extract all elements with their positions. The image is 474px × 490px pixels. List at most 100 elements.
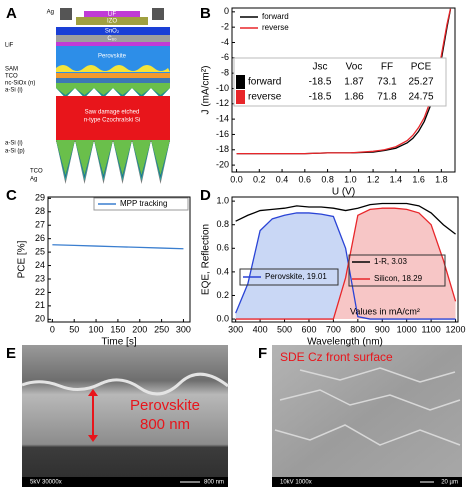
x-tick-label: 1.0 (344, 174, 357, 184)
sam-layer (56, 65, 170, 72)
sem-footer-text: 10kV 1000x (280, 480, 312, 486)
layer-label: nc-SiOx (n) (5, 81, 35, 87)
y-axis-label: PCE [%] (17, 240, 28, 278)
layer-label: a-Si (i) (5, 141, 23, 147)
y-tick-label: 0.4 (216, 266, 229, 276)
x-tick-label: 250 (154, 324, 169, 334)
y-tick-label: 29 (35, 193, 45, 203)
x-tick-label: 0.4 (276, 174, 289, 184)
y-tick-label: 28 (35, 206, 45, 216)
legend-label: Silicon, 18.29 (374, 274, 423, 283)
bulk (56, 96, 170, 142)
x-tick-label: 1000 (397, 324, 417, 334)
layer (56, 35, 170, 42)
panel-label: A (6, 5, 17, 22)
table-swatch (236, 90, 245, 104)
x-tick-label: 150 (110, 324, 125, 334)
legend-label: forward (262, 12, 289, 21)
area-fill (235, 208, 456, 320)
bulk-label: n-type Czochralski Si (84, 118, 140, 124)
y-tick-label: -2 (221, 22, 229, 32)
table-cell: 1.86 (344, 92, 364, 103)
table-header: Voc (346, 62, 363, 73)
layer-label: C₆₀ (107, 36, 117, 42)
x-axis-label: Time [s] (101, 337, 136, 348)
layer (56, 83, 170, 88)
contact (60, 8, 72, 20)
legend-box (93, 197, 189, 211)
y-tick-label: 21 (35, 300, 45, 310)
layer-label: Ag (30, 177, 37, 183)
x-tick-label: 1.8 (435, 174, 448, 184)
sem-annotation: Perovskite (130, 397, 200, 414)
surface-edge (21, 372, 229, 396)
scale-bar-label: 800 nm (204, 480, 224, 486)
layer (56, 73, 170, 78)
x-tick-label: 300 (228, 324, 243, 334)
panel-label: B (200, 5, 211, 22)
table-cell: -18.5 (309, 77, 332, 88)
layer (76, 17, 148, 25)
x-tick-label: 0 (50, 324, 55, 334)
y-tick-label: 0 (224, 6, 229, 16)
x-tick-label: 800 (350, 324, 365, 334)
legend-label: Perovskite, 19.01 (265, 272, 327, 281)
sem-photo (272, 345, 462, 487)
legend-box (348, 254, 446, 287)
y-tick-label: 0.8 (216, 219, 229, 229)
sem-footer-text: 5kV 30000x (30, 480, 62, 486)
x-tick-label: 1.4 (390, 174, 403, 184)
legend-label: MPP tracking (120, 199, 167, 208)
sem-annotation: SDE Cz front surface (280, 350, 393, 364)
panel-label: C (6, 187, 17, 204)
y-tick-label: 24 (35, 260, 45, 270)
texture (274, 367, 461, 446)
table-row-label: forward (248, 77, 281, 88)
y-tick-label: -12 (216, 98, 229, 108)
table-cell: 25.27 (408, 77, 433, 88)
layer-label: Perovskite (98, 54, 127, 60)
bulk-label: Saw damage etched (85, 110, 140, 116)
y-tick-label: -16 (216, 129, 229, 139)
sem-annotation: 800 nm (140, 416, 190, 433)
layer-label: a-Si (p) (5, 149, 25, 155)
plot-frame (231, 196, 459, 323)
texture-layer (56, 88, 170, 95)
table-cell: -18.5 (309, 92, 332, 103)
sem-image-f: SDE Cz front surface 10kV 1000x 20 µm (272, 345, 462, 487)
layer-label: TCO (30, 169, 43, 175)
y-tick-label: 26 (35, 233, 45, 243)
panel-label: F (258, 345, 267, 362)
y-tick-label: -20 (216, 159, 229, 169)
x-tick-label: 200 (132, 324, 147, 334)
annotation: Values in mA/cm² (350, 306, 420, 316)
panel-label: D (200, 187, 211, 204)
layer (84, 11, 140, 17)
x-tick-label: 100 (89, 324, 104, 334)
line (235, 202, 456, 235)
y-tick-label: 27 (35, 220, 45, 230)
x-tick-label: 0.8 (321, 174, 334, 184)
layer (56, 42, 170, 46)
y-tick-label: -4 (221, 37, 229, 47)
y-tick-label: -18 (216, 144, 229, 154)
x-tick-label: 600 (301, 324, 316, 334)
y-tick-label: -8 (221, 68, 229, 78)
table-cell: 24.75 (408, 92, 433, 103)
x-tick-label: 0.2 (253, 174, 266, 184)
layer-label: IZO (107, 19, 117, 25)
table-header: Jsc (313, 62, 328, 73)
panel-label: E (6, 345, 16, 362)
front-texture (56, 88, 170, 98)
table-box (233, 57, 447, 107)
y-tick-label: 20 (35, 314, 45, 324)
table-swatch (236, 75, 245, 89)
x-tick-label: 1.6 (412, 174, 425, 184)
plot-frame (47, 196, 191, 323)
legend-box (239, 268, 339, 286)
sem-image-e: Perovskite 800 nm 5kV 30000x 800 nm (21, 345, 229, 487)
x-tick-label: 500 (277, 324, 292, 334)
y-tick-label: 0.6 (216, 243, 229, 253)
table-header: FF (381, 62, 393, 73)
